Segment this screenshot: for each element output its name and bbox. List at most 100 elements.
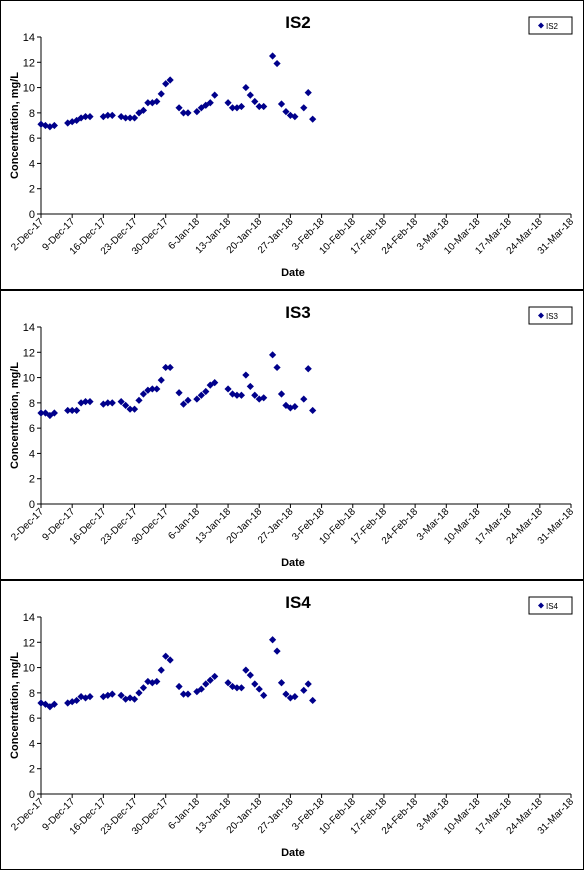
data-point [268, 351, 277, 359]
y-tick-label: 12 [23, 347, 35, 359]
data-point [37, 409, 45, 417]
y-tick-label: 4 [29, 738, 35, 750]
data-point [251, 680, 259, 688]
data-point [130, 114, 139, 122]
data-point [206, 676, 214, 684]
data-point [309, 115, 317, 123]
y-tick-label: 2 [29, 184, 35, 196]
y-tick-label: 10 [23, 373, 35, 385]
data-point [304, 89, 312, 97]
data-point [228, 682, 237, 691]
data-point [255, 395, 263, 403]
y-tick-label: 2 [29, 764, 35, 776]
data-point [135, 689, 143, 697]
data-point [246, 382, 254, 391]
data-point [286, 111, 295, 119]
chart-panel-1: IS2 0 2 4 6 8 10 12 14 2-Dec-17 9-Dec-17 16-Dec-17 2… [0, 0, 584, 290]
data-point [202, 680, 210, 688]
data-point [122, 695, 130, 703]
data-point [224, 679, 232, 687]
data-point [268, 636, 277, 644]
y-tick-label: 10 [23, 663, 35, 675]
chart-svg: IS4024681012142-Dec-179-Dec-1716-Dec-172… [9, 593, 576, 859]
y-tick-label: 12 [23, 57, 35, 69]
data-point [86, 113, 94, 121]
data-point [286, 694, 295, 702]
data-point [184, 109, 192, 117]
data-point [224, 385, 232, 393]
data-point [166, 76, 174, 84]
y-tick-label: 0 [29, 209, 35, 221]
data-point [86, 397, 94, 406]
y-tick-label: 4 [29, 158, 35, 170]
data-point [139, 390, 148, 398]
chart-svg: IS2024681012142-Dec-179-Dec-1716-Dec-172… [9, 13, 576, 279]
x-axis-label: Date [281, 267, 305, 279]
data-point [73, 116, 81, 125]
data-point [273, 647, 281, 655]
data-point [135, 396, 143, 404]
data-point [277, 100, 286, 108]
data-point [68, 698, 76, 706]
data-point [50, 121, 58, 130]
data-point [130, 405, 139, 413]
legend-label: IS2 [546, 22, 559, 31]
data-point [224, 99, 232, 107]
data-point [304, 365, 312, 373]
chart-title: IS2 [285, 13, 311, 32]
chart-title: IS3 [285, 303, 311, 322]
data-point [206, 99, 214, 107]
y-tick-label: 2 [29, 474, 35, 486]
data-point [255, 102, 263, 111]
data-point [282, 107, 290, 116]
y-tick-label: 4 [29, 448, 35, 460]
data-point [184, 690, 192, 698]
data-point [153, 677, 161, 686]
data-point [166, 656, 174, 664]
y-tick-label: 14 [23, 612, 35, 624]
x-tick-label: 2-Dec-17 [9, 506, 46, 543]
data-point [246, 91, 254, 99]
y-axis-label: Concentration, mg/L [9, 72, 21, 179]
y-tick-label: 0 [29, 789, 35, 801]
data-point [300, 686, 308, 694]
data-point [193, 107, 201, 116]
data-point [273, 59, 281, 68]
x-axis-label: Date [281, 847, 305, 859]
data-point [309, 696, 317, 705]
data-point [197, 391, 205, 399]
data-point [46, 411, 54, 420]
data-point [282, 690, 290, 698]
data-point [162, 80, 170, 88]
legend-label: IS3 [546, 312, 559, 321]
data-point [153, 385, 161, 393]
data-point [242, 371, 250, 379]
data-point [233, 391, 241, 399]
y-tick-label: 6 [29, 713, 35, 725]
data-point [291, 113, 299, 121]
chart-title: IS4 [285, 593, 311, 612]
y-tick-label: 8 [29, 108, 35, 120]
data-point [202, 387, 210, 396]
y-tick-label: 6 [29, 423, 35, 435]
data-point [126, 114, 134, 122]
legend-box [528, 306, 573, 325]
data-point [41, 121, 50, 130]
y-axis-label: Concentration, mg/L [9, 362, 21, 469]
data-point [268, 52, 277, 60]
data-point [81, 113, 90, 121]
chart-panel-2: IS3 0 2 4 6 8 10 12 14 2-Dec-17 9-Dec-17 16-Dec-17 2… [0, 290, 584, 580]
data-point [260, 102, 268, 111]
legend: IS4 [528, 596, 573, 615]
data-point [255, 685, 263, 693]
data-point [211, 379, 219, 387]
data-point [300, 104, 308, 112]
data-point [157, 666, 165, 674]
data-point [228, 104, 237, 112]
legend-marker [538, 602, 544, 609]
data-point [246, 671, 254, 679]
legend-marker [538, 22, 544, 29]
data-point [237, 684, 246, 692]
data-point [233, 684, 241, 692]
